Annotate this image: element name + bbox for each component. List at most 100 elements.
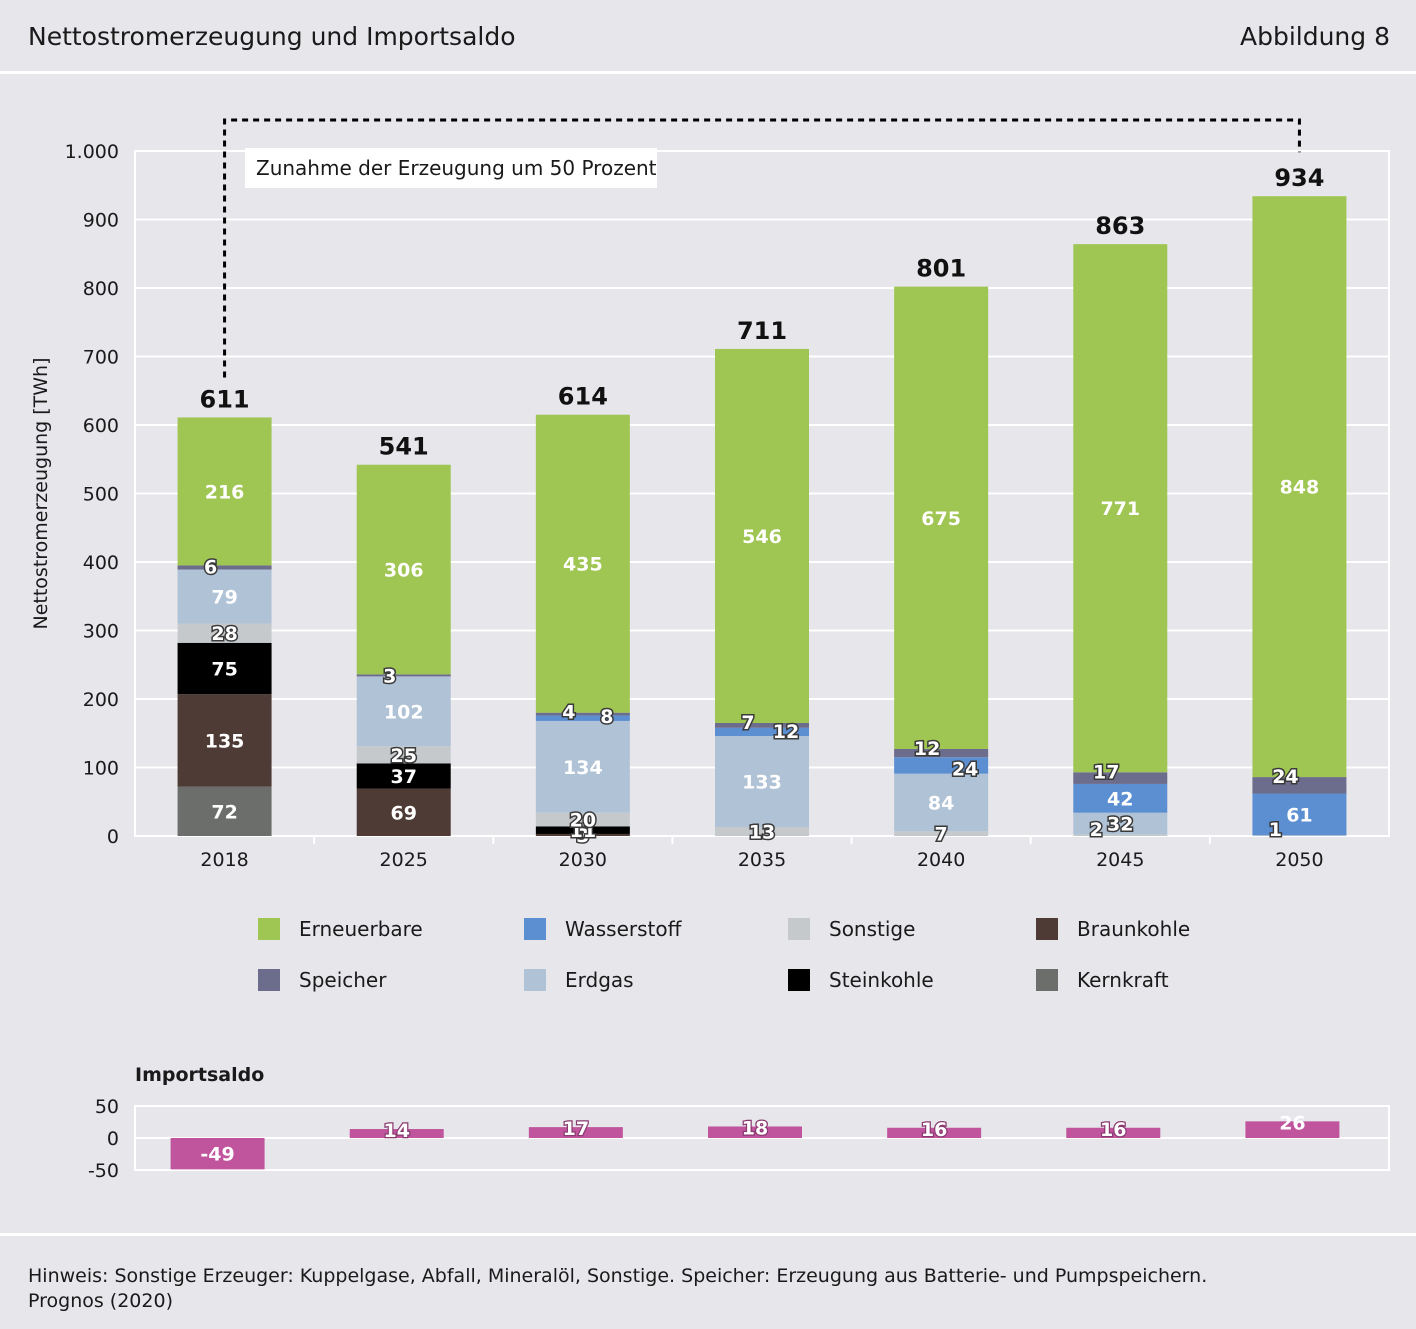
bar-segment-erdgas <box>177 569 272 624</box>
y-tick-label: 800 <box>83 278 119 300</box>
figure-number: Abbildung 8 <box>1239 22 1390 51</box>
data-label-erneuerbare: 675 <box>921 508 961 530</box>
bar-stack-2040: 7 84 24 12 675 801 <box>894 255 989 847</box>
legend-item-kernkraft: Kernkraft <box>1036 968 1169 992</box>
legend-label: Speicher <box>299 968 387 992</box>
data-label-sonstige: 7 <box>935 824 948 846</box>
data-label-erdgas: 79 <box>211 587 237 609</box>
legend-item-speicher: Speicher <box>258 968 387 992</box>
legend-label: Kernkraft <box>1077 968 1169 992</box>
y-axis-label: Nettostromerzeugung [TWh] <box>30 357 52 629</box>
bar-segment-wasserstoff <box>894 757 989 774</box>
bar-segment-erneuerbare <box>177 417 272 566</box>
data-label-braunkohle: 3 <box>576 825 589 847</box>
legend-swatch <box>524 969 546 991</box>
bar-segment-sonstige <box>894 831 989 836</box>
y-tick-label: 600 <box>83 415 119 437</box>
legend-item-wasserstoff: Wasserstoff <box>524 917 683 941</box>
data-label-speicher: 24 <box>1272 766 1298 788</box>
bar-segment-erdgas <box>715 735 809 828</box>
bar-stack-2035: 13 133 12 7 546 711 <box>715 317 809 845</box>
y-tick-label: 1.000 <box>65 141 119 163</box>
data-label-wasserstoff: 42 <box>1107 788 1133 810</box>
annotation-text: Zunahme der Erzeugung um 50 Prozent <box>256 156 657 180</box>
import-data-label: 17 <box>563 1118 589 1140</box>
annotation-group: Zunahme der Erzeugung um 50 Prozent <box>223 118 1301 378</box>
x-tick-label: 2030 <box>559 849 607 871</box>
bar-segment-speicher <box>715 722 809 728</box>
data-label-kernkraft: 72 <box>211 801 237 823</box>
bar-segment-speicher <box>356 674 451 677</box>
import-data-label: 16 <box>1100 1119 1126 1141</box>
total-label: 934 <box>1274 164 1324 192</box>
data-label-braunkohle: 135 <box>205 730 245 752</box>
x-tick-label: 2018 <box>200 849 248 871</box>
legend-label: Erneuerbare <box>299 917 423 941</box>
data-label-erneuerbare: 771 <box>1100 498 1140 520</box>
legend-swatch <box>1036 918 1058 940</box>
bar-segment-speicher <box>1073 772 1168 784</box>
legend-item-erneuerbare: Erneuerbare <box>258 917 423 941</box>
x-tick-label: 2050 <box>1275 849 1323 871</box>
legend-item-sonstige: Sonstige <box>788 917 915 941</box>
data-label-wasserstoff: 61 <box>1286 804 1312 826</box>
bar-segment-wasserstoff <box>715 727 809 736</box>
data-label-sonstige: 20 <box>570 810 596 832</box>
data-label-steinkohle: 37 <box>390 766 416 788</box>
legend-label: Braunkohle <box>1077 917 1190 941</box>
data-label-sonstige: 25 <box>390 745 416 767</box>
x-tick-label: 2040 <box>917 849 965 871</box>
footer: Hinweis: Sonstige Erzeuger: Kuppelgase, … <box>0 1233 1416 1329</box>
y-tick-label: 700 <box>83 347 119 369</box>
total-label: 614 <box>558 383 608 411</box>
bar-segment-speicher <box>894 749 989 758</box>
bar-segment-erdgas <box>894 773 989 832</box>
bar-segment-speicher <box>535 712 630 716</box>
legend-swatch <box>1036 969 1058 991</box>
data-label-sonstige: 1 <box>1269 819 1282 841</box>
import-y-tick-label: 0 <box>107 1128 119 1150</box>
y-tick-label: 400 <box>83 552 119 574</box>
legend-label: Wasserstoff <box>565 917 683 941</box>
x-tick-label: 2025 <box>380 849 428 871</box>
bar-stack-2018: 72 135 75 28 79 6 216 611 <box>177 385 272 836</box>
x-tick-label: 2045 <box>1096 849 1144 871</box>
bar-segment-erdgas <box>1073 812 1168 835</box>
data-label-steinkohle: 11 <box>570 820 596 842</box>
data-label-speicher: 3 <box>383 665 396 687</box>
bar-segment-wasserstoff <box>1252 793 1347 836</box>
bar-segment-erdgas <box>356 676 451 747</box>
legend-label: Sonstige <box>829 917 915 941</box>
bar-segment-braunkohle <box>356 788 451 836</box>
y-tick-label: 100 <box>83 758 119 780</box>
import-bar-2025 <box>349 1129 444 1138</box>
bar-segment-erneuerbare <box>356 464 451 675</box>
total-label: 611 <box>200 385 250 413</box>
import-bar-2035 <box>708 1126 802 1138</box>
data-label-speicher: 7 <box>741 712 754 734</box>
import-bar-2050 <box>1245 1121 1340 1138</box>
total-label: 801 <box>916 255 966 283</box>
legend-swatch <box>258 918 280 940</box>
data-label-erneuerbare: 306 <box>384 560 424 582</box>
bar-stack-2045: 2 32 42 17 771 863 <box>1073 212 1168 843</box>
bar-segment-erdgas <box>535 720 630 813</box>
import-data-label: 18 <box>742 1117 768 1139</box>
source: Prognos (2020) <box>28 1290 173 1312</box>
bar-segment-sonstige <box>1073 834 1168 836</box>
data-label-sonstige: 13 <box>749 822 775 844</box>
data-label-braunkohle: 69 <box>390 802 416 824</box>
legend-label: Steinkohle <box>829 968 934 992</box>
bar-segment-steinkohle <box>177 642 272 695</box>
bar-segment-sonstige <box>1252 835 1347 836</box>
import-data-label: 16 <box>921 1119 947 1141</box>
y-tick-label: 0 <box>107 826 119 848</box>
bar-segment-erneuerbare <box>535 414 630 713</box>
data-label-wasserstoff: 8 <box>600 706 613 728</box>
bar-segment-sonstige <box>356 746 451 764</box>
import-bar-2045 <box>1066 1127 1161 1138</box>
bar-segment-erneuerbare <box>894 286 989 750</box>
